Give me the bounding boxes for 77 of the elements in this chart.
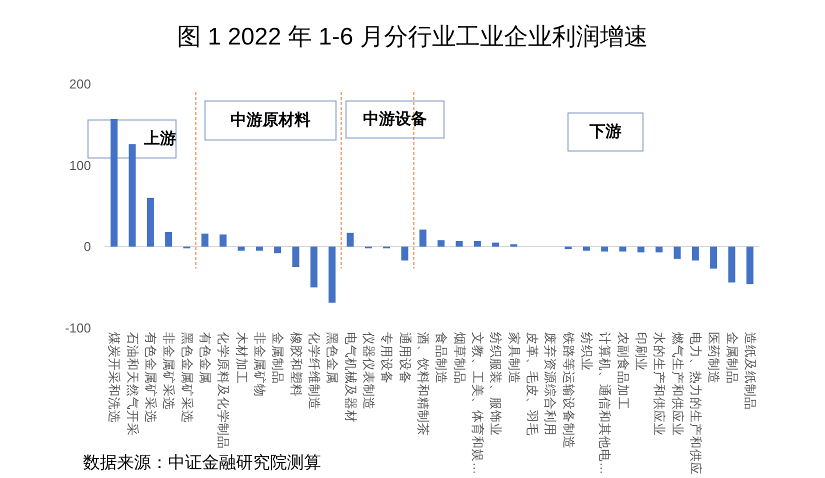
x-tick-label: 橡胶和塑料	[288, 332, 304, 397]
x-tick-label: 煤炭开采和洗选	[107, 332, 122, 423]
bar	[492, 242, 500, 247]
y-tick-label: 200	[69, 76, 91, 92]
x-tick-label: 造纸及纸制品	[742, 332, 757, 410]
bar	[674, 246, 681, 259]
x-tick-label: 废弃资源综合利用	[543, 332, 558, 436]
x-tick-label: 纺织业	[579, 332, 594, 371]
x-tick-label: 有色金属	[198, 332, 212, 384]
annotation: 下游	[588, 122, 622, 140]
y-tick-label: 0	[84, 239, 91, 254]
y-tick-label: -100	[64, 320, 91, 336]
x-tick-label: 计算机、通信和其他电…	[598, 332, 612, 474]
bar	[292, 246, 300, 267]
x-tick-label: 有色金属矿采选	[143, 332, 158, 423]
x-tick-label: 仪器仪表制造	[361, 332, 376, 410]
y-tick-label: 100	[69, 158, 91, 173]
bar	[146, 198, 154, 247]
bar	[601, 246, 608, 252]
bar	[310, 246, 318, 288]
x-tick-label: 烟草制品	[452, 332, 466, 384]
bar	[110, 118, 118, 247]
x-tick-label: 纺织服装、服饰业	[488, 332, 503, 436]
bar	[456, 240, 463, 247]
x-tick-label: 食品制造	[434, 332, 448, 384]
x-tick-label: 医药制造	[706, 332, 721, 384]
x-tick-label: 文教、工美、体育和娱…	[470, 332, 486, 474]
x-tick-label: 木材加工	[234, 332, 248, 384]
x-tick-label: 水的生产和供应业	[652, 332, 668, 436]
bar	[474, 240, 481, 247]
bar	[419, 230, 426, 247]
x-tick-label: 石油和天然气开采	[125, 332, 140, 436]
bar	[692, 246, 699, 260]
x-tick-label: 铁路等运输设备制造	[561, 331, 576, 449]
x-tick-label: 化学纤维制造	[306, 332, 321, 410]
x-tick-label: 专用设备	[380, 332, 394, 384]
x-tick-label: 酒、饮料和精制茶	[416, 332, 430, 436]
bar	[656, 246, 663, 252]
bar	[238, 246, 245, 251]
x-tick-label: 皮革、毛皮、羽毛	[524, 332, 539, 436]
bar	[582, 246, 590, 251]
chart-title: 图 1 2022 年 1-6 月分行业工业企业利润增速	[177, 24, 648, 50]
x-tick-label: 非金属矿物	[252, 332, 266, 397]
bar	[346, 232, 354, 247]
x-tick-label: 化学原料及化学制品	[216, 332, 230, 449]
annotation: 上游	[143, 130, 176, 148]
annotation: 中游原材料	[230, 111, 310, 129]
bar	[128, 144, 136, 247]
x-tick-label: 金属制品	[270, 332, 285, 384]
bar	[438, 240, 445, 247]
x-tick-label: 印刷业	[634, 332, 648, 371]
x-tick-label: 农副食品加工	[616, 332, 630, 410]
bar	[728, 246, 736, 282]
bar	[564, 246, 572, 250]
x-tick-label: 通用设备	[398, 332, 412, 384]
bar	[165, 232, 172, 247]
x-tick-label: 黑色金属	[325, 332, 340, 384]
bar	[401, 246, 408, 260]
x-tick-label: 金属制品	[724, 332, 739, 384]
bar	[746, 246, 754, 284]
x-tick-label: 黑色金属矿采选	[180, 332, 194, 423]
bar	[637, 246, 644, 252]
x-tick-label: 家具制造	[506, 332, 522, 384]
source-note: 数据来源：中证金融研究院测算	[83, 453, 321, 472]
bar	[510, 244, 518, 247]
x-tick-label: 燃气生产和供应业	[670, 332, 686, 436]
bar	[619, 246, 626, 252]
bar	[220, 234, 227, 247]
x-tick-label: 电气机械及器材	[343, 332, 358, 423]
x-tick-label: 非金属矿采选	[162, 332, 176, 410]
bar	[256, 246, 263, 251]
bar	[201, 234, 208, 247]
x-tick-label: 电力、热力的生产和供应	[688, 332, 704, 475]
bar	[710, 246, 718, 269]
bar	[274, 246, 282, 254]
bar	[328, 246, 336, 303]
annotation: 中游设备	[363, 110, 427, 128]
